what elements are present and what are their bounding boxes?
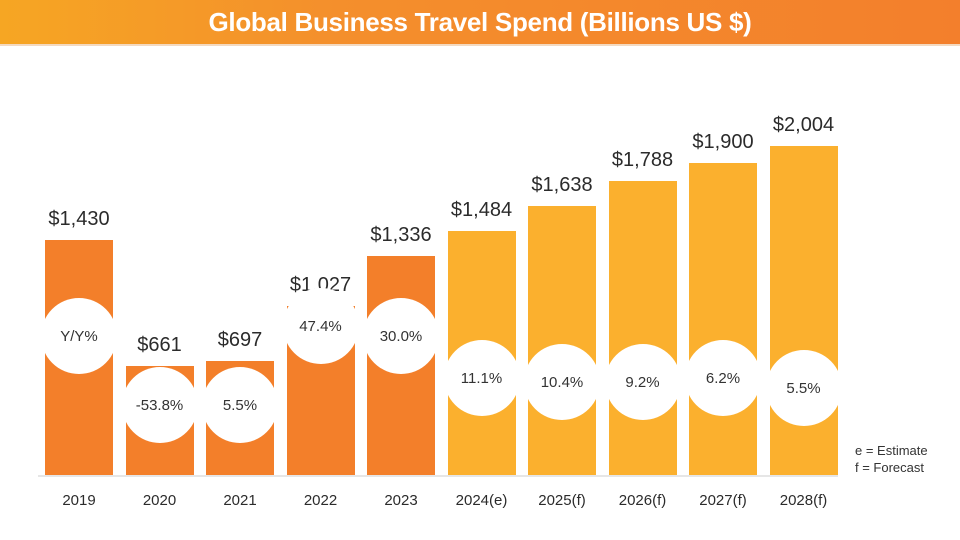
bar-2026(f) bbox=[608, 181, 677, 475]
x-tick-label: 2025(f) bbox=[538, 492, 586, 509]
value-label: $1,484 bbox=[450, 199, 513, 222]
chart-title: Global Business Travel Spend (Billions U… bbox=[208, 6, 752, 37]
value-label: $1,900 bbox=[692, 131, 754, 154]
value-label: $1,336 bbox=[370, 223, 432, 246]
yoy-circle: 11.1% bbox=[443, 340, 520, 416]
title-banner: Global Business Travel Spend (Billions U… bbox=[0, 0, 960, 46]
x-tick-label: 2023 bbox=[384, 492, 418, 509]
bar-2025(f) bbox=[528, 206, 596, 475]
value-label: $661 bbox=[137, 334, 182, 357]
legend: e = Estimate f = Forecast bbox=[855, 442, 928, 476]
yoy-circle: 6.2% bbox=[685, 340, 761, 416]
x-tick-label: 2022 bbox=[303, 492, 338, 509]
yoy-circle: 5.5% bbox=[765, 350, 842, 426]
legend-estimate: e = Estimate bbox=[855, 443, 928, 458]
value-label: $2,004 bbox=[772, 114, 835, 136]
yoy-circle: 30.0% bbox=[363, 298, 439, 374]
value-label: $1,430 bbox=[48, 208, 110, 231]
value-label: $1,788 bbox=[611, 149, 674, 172]
x-tick-label: 2027(f) bbox=[699, 492, 747, 509]
yoy-circle: -53.8% bbox=[121, 367, 198, 443]
legend-forecast: f = Forecast bbox=[855, 460, 924, 475]
x-tick-label: 2024(e) bbox=[455, 492, 508, 509]
value-label: $1,638 bbox=[531, 174, 593, 197]
bar-2027(f) bbox=[689, 163, 757, 475]
value-label: $697 bbox=[217, 328, 263, 351]
yoy-circle: Y/Y% bbox=[41, 298, 117, 374]
x-tick-label: 2026(f) bbox=[618, 492, 667, 509]
yoy-circle: 5.5% bbox=[202, 367, 278, 443]
x-tick-label: 2019 bbox=[62, 492, 96, 509]
yoy-circle: 47.4% bbox=[282, 288, 359, 364]
x-axis-line bbox=[38, 475, 838, 477]
yoy-circle: 9.2% bbox=[604, 344, 681, 420]
x-tick-label: 2020 bbox=[142, 492, 177, 509]
x-tick-label: 2021 bbox=[223, 492, 257, 509]
bar-chart: e = Estimate f = Forecast $1,430 Y/Y% 2019… bbox=[0, 44, 960, 540]
yoy-circle: 10.4% bbox=[524, 344, 600, 420]
x-tick-label: 2028(f) bbox=[779, 492, 828, 509]
